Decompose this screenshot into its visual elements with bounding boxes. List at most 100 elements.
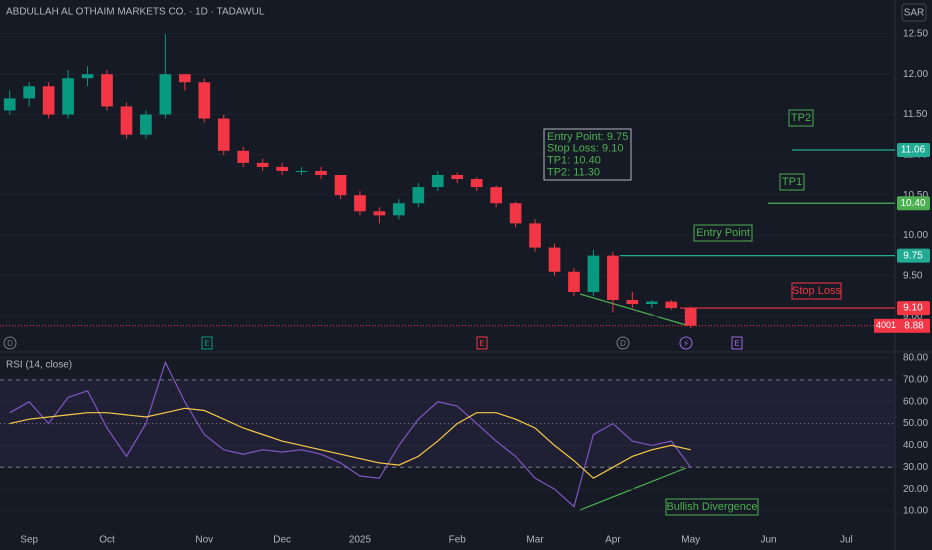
- annotation: Bullish Divergence: [666, 501, 757, 513]
- y-tick-label: 10.50: [903, 190, 928, 201]
- event-icon: [476, 336, 488, 350]
- event-label: D: [7, 339, 13, 348]
- chart-title: ABDULLAH AL OTHAIM MARKETS CO. · 1D · TA…: [6, 7, 265, 18]
- y-tick-label: 70.00: [903, 375, 928, 386]
- x-tick-label: Jun: [760, 535, 776, 546]
- candle-body: [587, 255, 600, 292]
- annotation-box: [779, 173, 805, 191]
- annotation-box: [788, 109, 814, 127]
- annotation-box: [665, 498, 759, 516]
- level-tag: [897, 196, 930, 211]
- level-label: 11.06: [901, 145, 926, 156]
- annotation-box: [791, 282, 842, 300]
- candle-body: [568, 271, 580, 292]
- countdown: 4001: [876, 320, 896, 330]
- candle-body: [295, 170, 308, 172]
- candle-body: [412, 187, 425, 204]
- candle-body: [237, 150, 250, 163]
- dividend-icon[interactable]: [679, 336, 693, 350]
- currency[interactable]: SAR: [904, 8, 925, 19]
- info-line: TP1: 10.40: [547, 155, 601, 167]
- event-icon: [731, 336, 743, 350]
- level-label: 10.40: [900, 198, 925, 209]
- candle-body: [256, 162, 269, 167]
- candle-body: [42, 86, 55, 115]
- candle-body: [451, 175, 464, 180]
- candle-body: [179, 74, 191, 83]
- y-tick-label: 12.50: [903, 29, 928, 40]
- x-tick-label: Jul: [840, 535, 853, 546]
- event-icon: [3, 336, 17, 350]
- event-label: E: [479, 339, 484, 348]
- candle-body: [626, 300, 639, 305]
- currency-button[interactable]: [901, 3, 927, 22]
- rsi-line: [9, 407, 691, 479]
- candle-body: [217, 118, 230, 151]
- icon-glyph: ⚡: [683, 338, 689, 348]
- candle-body: [490, 187, 502, 204]
- x-tick-label: Oct: [99, 535, 115, 546]
- candle-body: [81, 74, 94, 79]
- rsi-band: [0, 379, 895, 468]
- annotation: Stop Loss: [792, 285, 841, 297]
- rsi-title: RSI (14, close): [6, 360, 72, 371]
- info-line: Entry Point: 9.75: [547, 131, 628, 143]
- candle-body: [3, 98, 16, 111]
- candle-body: [684, 308, 697, 326]
- y-tick-label: 60.00: [903, 396, 928, 407]
- event-label: E: [204, 339, 209, 348]
- candle-body: [431, 175, 444, 188]
- y-tick-label: 11.50: [903, 109, 928, 120]
- event-icon: [201, 336, 213, 350]
- candle-body: [665, 301, 678, 309]
- annotation: TP2: [791, 112, 811, 124]
- info-box: [543, 128, 632, 181]
- y-tick-label: 40.00: [903, 440, 928, 451]
- annotation: TP1: [782, 176, 802, 188]
- y-tick-label: 10.00: [903, 506, 928, 517]
- y-tick-label: 80.00: [903, 353, 928, 364]
- y-tick-label: 9.00: [903, 311, 923, 322]
- candle-body: [607, 255, 619, 300]
- countdown-tag: [874, 318, 898, 333]
- x-tick-label: Mar: [526, 535, 544, 546]
- candle-body: [334, 175, 347, 196]
- price-trendline: [579, 293, 687, 326]
- y-tick-label: 9.50: [903, 270, 923, 281]
- x-tick-label: Feb: [449, 535, 467, 546]
- annotation: Entry Point: [696, 227, 750, 239]
- info-line: TP2: 11.30: [547, 166, 600, 178]
- candle-body: [198, 82, 211, 119]
- candle-body: [140, 114, 152, 135]
- candle-body: [120, 106, 133, 135]
- level-tag: [897, 301, 930, 316]
- candle-body: [373, 211, 386, 216]
- candle-body: [354, 195, 366, 212]
- candle-body: [393, 203, 405, 216]
- annotation-box: [693, 224, 753, 242]
- y-tick-label: 12.00: [903, 69, 928, 80]
- x-tick-label: Sep: [20, 535, 38, 546]
- candle-body: [645, 301, 658, 305]
- level-label: 9.75: [903, 250, 923, 261]
- level-tag: [897, 248, 930, 263]
- candle-body: [62, 78, 74, 115]
- last-price-label: 8.88: [904, 320, 924, 331]
- x-tick-label: May: [681, 535, 700, 546]
- level-tag: [897, 143, 930, 157]
- info-line: Stop Loss: 9.10: [547, 143, 623, 155]
- candle-body: [509, 203, 522, 224]
- y-tick-label: 20.00: [903, 484, 928, 495]
- x-tick-label: 2025: [349, 535, 372, 546]
- event-label: E: [734, 339, 739, 348]
- y-tick-label: 30.00: [903, 462, 928, 473]
- candle-body: [315, 170, 327, 175]
- candle-body: [529, 223, 541, 248]
- candle-body: [548, 247, 561, 272]
- event-icon: [616, 336, 630, 350]
- candle-body: [23, 86, 36, 99]
- last-price-tag: [898, 318, 930, 333]
- candle-body: [159, 74, 172, 115]
